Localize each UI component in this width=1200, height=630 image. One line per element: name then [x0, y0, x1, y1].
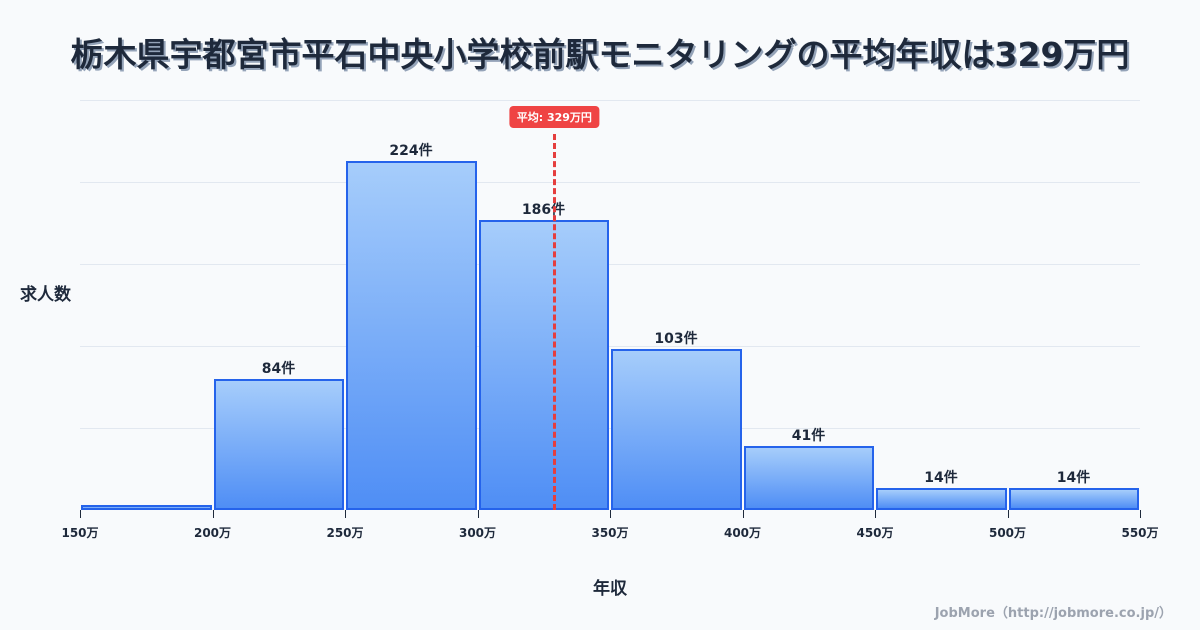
x-axis-label: 年収: [593, 579, 627, 599]
x-tick-label: 500万: [988, 526, 1027, 540]
x-tick-label: 300万: [458, 526, 497, 540]
gridline: [80, 428, 1140, 429]
histogram-bar: [478, 220, 609, 510]
mean-badge: 平均: 329万円: [509, 106, 599, 128]
x-tick: [742, 510, 744, 518]
bar-value-label: 14件: [1056, 470, 1091, 487]
x-tick-label: 400万: [723, 526, 762, 540]
x-tick-label: 450万: [856, 526, 894, 540]
x-tick: [477, 510, 479, 518]
x-tick-label: 350万: [591, 526, 629, 540]
x-tick-label: 150万: [61, 526, 99, 540]
bar-value-label: 41件: [791, 428, 826, 445]
mean-line: [553, 134, 557, 510]
x-tick: [610, 510, 611, 518]
histogram-bar: [213, 379, 344, 510]
bar-value-label: 186件: [521, 202, 566, 219]
gridline: [80, 264, 1140, 265]
x-tick: [345, 510, 346, 518]
bar-value-label: 103件: [654, 331, 698, 348]
histogram-bar: [876, 488, 1007, 510]
bar-value-label: 14件: [924, 470, 958, 487]
x-tick-label: 250万: [326, 526, 364, 540]
x-tick-label: 550万: [1121, 526, 1159, 540]
x-tick: [80, 510, 81, 518]
gridline: [80, 182, 1140, 183]
plot-area: 84件 224件 186件 103件 41件 14件 14件 平均: 329万円: [80, 100, 1140, 510]
bar-value-label: 84件: [261, 361, 296, 378]
chart-title: 栃木県宇都宮市平石中央小学校前駅モニタリングの平均年収は329万円: [70, 35, 1130, 74]
credit-text: JobMore（http://jobmore.co.jp/）: [934, 606, 1172, 621]
histogram-bar: [743, 446, 874, 510]
x-tick-label: 200万: [193, 526, 232, 540]
histogram-bar: [346, 160, 477, 510]
gridline: [80, 100, 1140, 101]
bar-value-label: 224件: [389, 142, 433, 159]
gridline: [80, 346, 1140, 347]
x-tick: [1140, 510, 1141, 518]
histogram-bar: [81, 505, 212, 510]
histogram-bar: [611, 349, 742, 510]
x-tick: [1007, 510, 1009, 518]
x-tick: [212, 510, 214, 518]
x-tick: [875, 510, 876, 518]
histogram-bar: [1008, 488, 1139, 510]
y-axis-label: 求人数: [20, 285, 71, 305]
